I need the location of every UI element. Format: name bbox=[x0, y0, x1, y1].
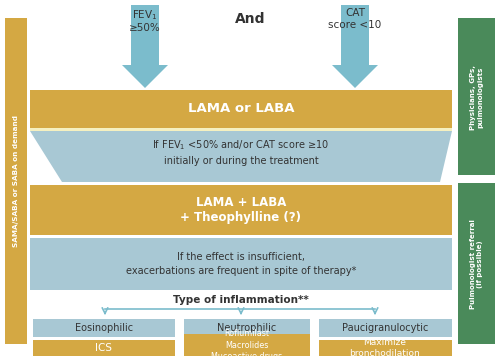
Bar bbox=[33, 340, 175, 356]
Bar bbox=[30, 185, 452, 235]
Bar bbox=[33, 319, 175, 337]
Bar bbox=[319, 340, 452, 356]
Text: Type of inflammation**: Type of inflammation** bbox=[173, 295, 309, 305]
Bar bbox=[5, 18, 27, 344]
Text: CAT
score <10: CAT score <10 bbox=[328, 8, 382, 29]
Bar bbox=[458, 183, 495, 344]
Text: Maximize
bronchodilation: Maximize bronchodilation bbox=[350, 338, 420, 358]
Bar bbox=[458, 18, 495, 175]
Bar bbox=[30, 90, 452, 128]
Text: LAMA + LABA
+ Theophylline (?): LAMA + LABA + Theophylline (?) bbox=[180, 196, 302, 224]
Text: LAMA or LABA: LAMA or LABA bbox=[188, 103, 294, 116]
Bar bbox=[184, 334, 310, 356]
Text: Eosinophilic: Eosinophilic bbox=[75, 323, 133, 333]
Text: Paucigranulocytic: Paucigranulocytic bbox=[342, 323, 428, 333]
Text: And: And bbox=[235, 12, 265, 26]
Polygon shape bbox=[332, 5, 378, 88]
Polygon shape bbox=[122, 5, 168, 88]
Text: Neutrophilic: Neutrophilic bbox=[218, 323, 276, 333]
Bar bbox=[30, 238, 452, 290]
Bar bbox=[30, 128, 452, 131]
Text: If the effect is insufficient,
exacerbations are frequent in spite of therapy*: If the effect is insufficient, exacerbat… bbox=[126, 252, 356, 276]
Bar bbox=[184, 319, 310, 337]
Text: FEV$_1$
≥50%: FEV$_1$ ≥50% bbox=[129, 8, 161, 33]
Text: ICS: ICS bbox=[96, 343, 112, 353]
Bar bbox=[319, 319, 452, 337]
Text: Pulmonologist referral
(if possible): Pulmonologist referral (if possible) bbox=[470, 219, 483, 309]
Text: Roflumilast
Macrolides
Mucoactive drugs: Roflumilast Macrolides Mucoactive drugs bbox=[212, 330, 282, 359]
Text: If FEV$_1$ <50% and/or CAT score ≥10
initially or during the treatment: If FEV$_1$ <50% and/or CAT score ≥10 ini… bbox=[152, 139, 330, 165]
Text: Physicians, GPs,
pulmonologists: Physicians, GPs, pulmonologists bbox=[470, 65, 483, 130]
Text: SAMA/SABA or SABA on demand: SAMA/SABA or SABA on demand bbox=[13, 115, 19, 247]
Polygon shape bbox=[30, 131, 452, 182]
